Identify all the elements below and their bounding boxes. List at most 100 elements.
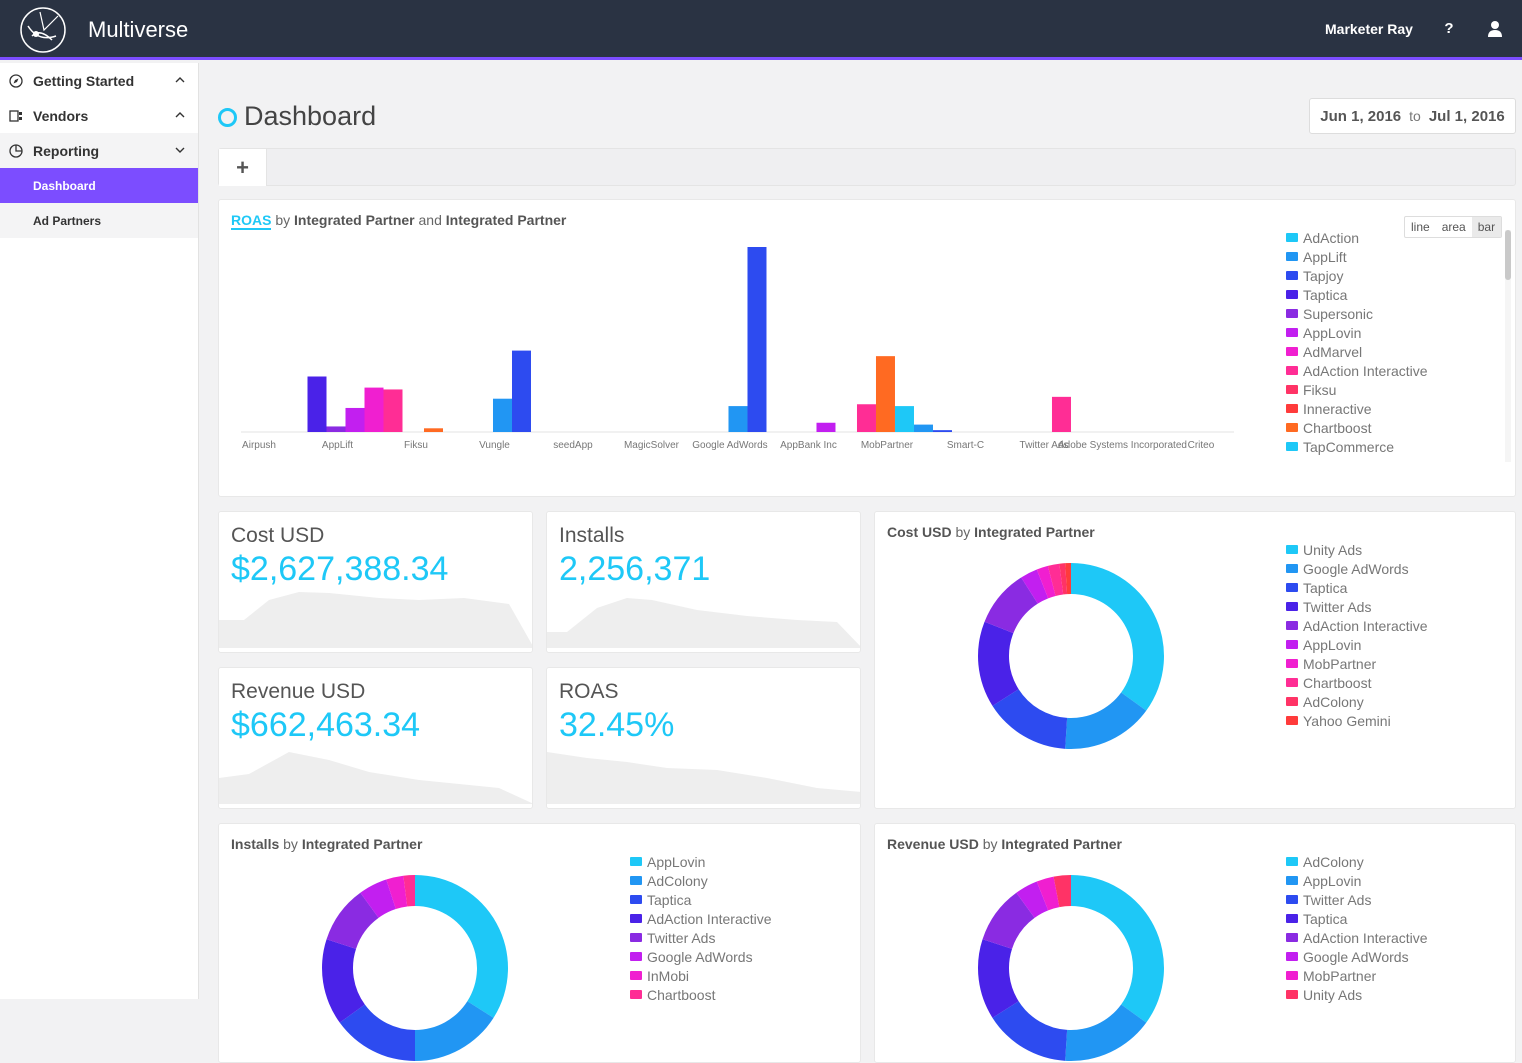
top-bar: Multiverse Marketer Ray ? xyxy=(0,0,1522,60)
legend-swatch xyxy=(1286,564,1298,573)
donut-slice xyxy=(1071,563,1164,711)
legend-item[interactable]: Chartboost xyxy=(1286,673,1428,692)
legend-label: AdColony xyxy=(647,872,708,889)
app-title[interactable]: Multiverse xyxy=(88,17,189,42)
title-dimension[interactable]: Integrated Partner xyxy=(1001,836,1122,852)
legend-item[interactable]: MobPartner xyxy=(1286,654,1428,673)
legend-item[interactable]: Taptica xyxy=(1286,578,1428,597)
legend-item[interactable]: AppLovin xyxy=(1286,323,1428,342)
legend-swatch xyxy=(1286,545,1298,554)
x-tick-label: Smart-C xyxy=(947,440,984,451)
legend-item[interactable]: AppLovin xyxy=(1286,635,1428,654)
chart-type-toggle: line area bar xyxy=(1404,216,1503,238)
legend-item[interactable]: Twitter Ads xyxy=(630,928,772,947)
legend-item[interactable]: Unity Ads xyxy=(1286,985,1428,1004)
sidebar-item-label: Vendors xyxy=(33,107,89,124)
legend-item[interactable]: Taptica xyxy=(1286,909,1428,928)
legend-item[interactable]: AdAction Interactive xyxy=(1286,361,1428,380)
legend-item[interactable]: Fiksu xyxy=(1286,380,1428,399)
kpi-card-cost[interactable]: Cost USD $2,627,388.34 xyxy=(218,511,533,653)
title-by: by xyxy=(955,524,971,540)
legend-item[interactable]: Google AdWords xyxy=(1286,559,1428,578)
title-dimension[interactable]: Integrated Partner xyxy=(294,212,415,228)
user-icon[interactable] xyxy=(1487,20,1503,38)
title-metric[interactable]: Revenue USD xyxy=(887,836,979,852)
multiverse-logo-icon[interactable] xyxy=(18,6,68,54)
sidebar-subitem-ad-partners[interactable]: Ad Partners xyxy=(0,203,198,238)
legend-item[interactable]: AppLift xyxy=(1286,247,1428,266)
sidebar-item-reporting[interactable]: Reporting xyxy=(0,133,198,168)
legend-item[interactable]: Inneractive xyxy=(1286,399,1428,418)
legend-swatch xyxy=(1286,914,1298,923)
legend-swatch xyxy=(1286,347,1298,356)
donut-slice xyxy=(1047,563,1064,596)
kpi-card-installs[interactable]: Installs 2,256,371 xyxy=(546,511,861,653)
legend-item[interactable]: MobPartner xyxy=(1286,966,1428,985)
bar xyxy=(345,407,365,432)
legend-swatch xyxy=(630,876,642,885)
kpi-card-roas[interactable]: ROAS 32.45% xyxy=(546,667,861,809)
legend-label: Supersonic xyxy=(1303,305,1374,322)
legend-label: Twitter Ads xyxy=(647,929,716,946)
roas-chart-card: ROAS by Integrated Partner and Integrate… xyxy=(218,199,1516,497)
donut-slice xyxy=(360,879,396,918)
dashboard-ring-icon xyxy=(218,108,237,127)
sidebar-subitem-dashboard[interactable]: Dashboard xyxy=(0,168,198,203)
legend-item[interactable]: Yahoo Gemini xyxy=(1286,711,1428,730)
x-tick-label: MagicSolver xyxy=(624,440,680,451)
legend-item[interactable]: AdAction Interactive xyxy=(630,909,772,928)
legend-scrollbar[interactable] xyxy=(1505,230,1511,462)
legend-swatch xyxy=(1286,697,1298,706)
date-range-picker[interactable]: Jun 1, 2016 to Jul 1, 2016 xyxy=(1309,98,1516,134)
legend-item[interactable]: AppLovin xyxy=(1286,871,1428,890)
legend-swatch xyxy=(1286,876,1298,885)
dashboard-tabs: + xyxy=(218,148,1516,186)
legend-item[interactable]: AdColony xyxy=(1286,692,1428,711)
title-dimension[interactable]: Integrated Partner xyxy=(301,836,423,852)
legend-item[interactable]: Twitter Ads xyxy=(1286,597,1428,616)
legend-item[interactable]: AdColony xyxy=(1286,852,1428,871)
scrollbar-thumb[interactable] xyxy=(1505,230,1511,280)
legend-label: AdAction Interactive xyxy=(1303,617,1428,634)
title-dimension-2[interactable]: Integrated Partner xyxy=(445,212,567,228)
title-metric[interactable]: Installs xyxy=(231,836,280,852)
title-by: by xyxy=(982,836,998,852)
legend-item[interactable]: AdAction Interactive xyxy=(1286,616,1428,635)
title-metric[interactable]: Cost USD xyxy=(887,524,952,540)
roas-legend: AdAction AppLift Tapjoy Taptica Supersonic Ap… xyxy=(1286,228,1428,460)
legend-swatch xyxy=(1286,990,1298,999)
legend-item[interactable]: AppLovin xyxy=(630,852,772,871)
legend-item[interactable]: Google AdWords xyxy=(630,947,772,966)
legend-item[interactable]: Tapjoy xyxy=(1286,266,1428,285)
legend-label: AdAction Interactive xyxy=(1303,929,1428,946)
legend-item[interactable]: InMobi xyxy=(630,966,772,985)
donut-slice xyxy=(386,875,408,910)
legend-item[interactable]: AdAction xyxy=(1286,228,1428,247)
legend-item[interactable]: AdColony xyxy=(630,871,772,890)
legend-item[interactable]: Supersonic xyxy=(1286,304,1428,323)
legend-item[interactable]: Chartboost xyxy=(1286,418,1428,437)
title-dimension[interactable]: Integrated Partner xyxy=(974,524,1095,540)
legend-swatch xyxy=(1286,423,1298,432)
chart-type-line-button[interactable]: line xyxy=(1411,220,1430,234)
legend-item[interactable]: AdAction Interactive xyxy=(1286,928,1428,947)
legend-item[interactable]: Chartboost xyxy=(630,985,772,1004)
legend-item[interactable]: Google AdWords xyxy=(1286,947,1428,966)
help-button[interactable]: ? xyxy=(1444,20,1454,37)
legend-item[interactable]: Taptica xyxy=(1286,285,1428,304)
legend-item[interactable]: Taptica xyxy=(630,890,772,909)
sidebar-item-getting-started[interactable]: Getting Started xyxy=(0,63,198,98)
legend-item[interactable]: Unity Ads xyxy=(1286,540,1428,559)
user-name[interactable]: Marketer Ray xyxy=(1325,21,1413,37)
legend-item[interactable]: Twitter Ads xyxy=(1286,890,1428,909)
kpi-card-revenue[interactable]: Revenue USD $662,463.34 xyxy=(218,667,533,809)
donut-slice xyxy=(1036,876,1060,911)
legend-label: Google AdWords xyxy=(1303,948,1409,965)
chart-type-bar-button[interactable]: bar xyxy=(1471,217,1502,237)
roas-metric-link[interactable]: ROAS xyxy=(231,212,272,230)
chart-type-area-button[interactable]: area xyxy=(1441,220,1466,234)
add-tab-button[interactable]: + xyxy=(219,149,267,186)
legend-item[interactable]: AdMarvel xyxy=(1286,342,1428,361)
sidebar-item-vendors[interactable]: Vendors xyxy=(0,98,198,133)
legend-item[interactable]: TapCommerce xyxy=(1286,437,1428,456)
